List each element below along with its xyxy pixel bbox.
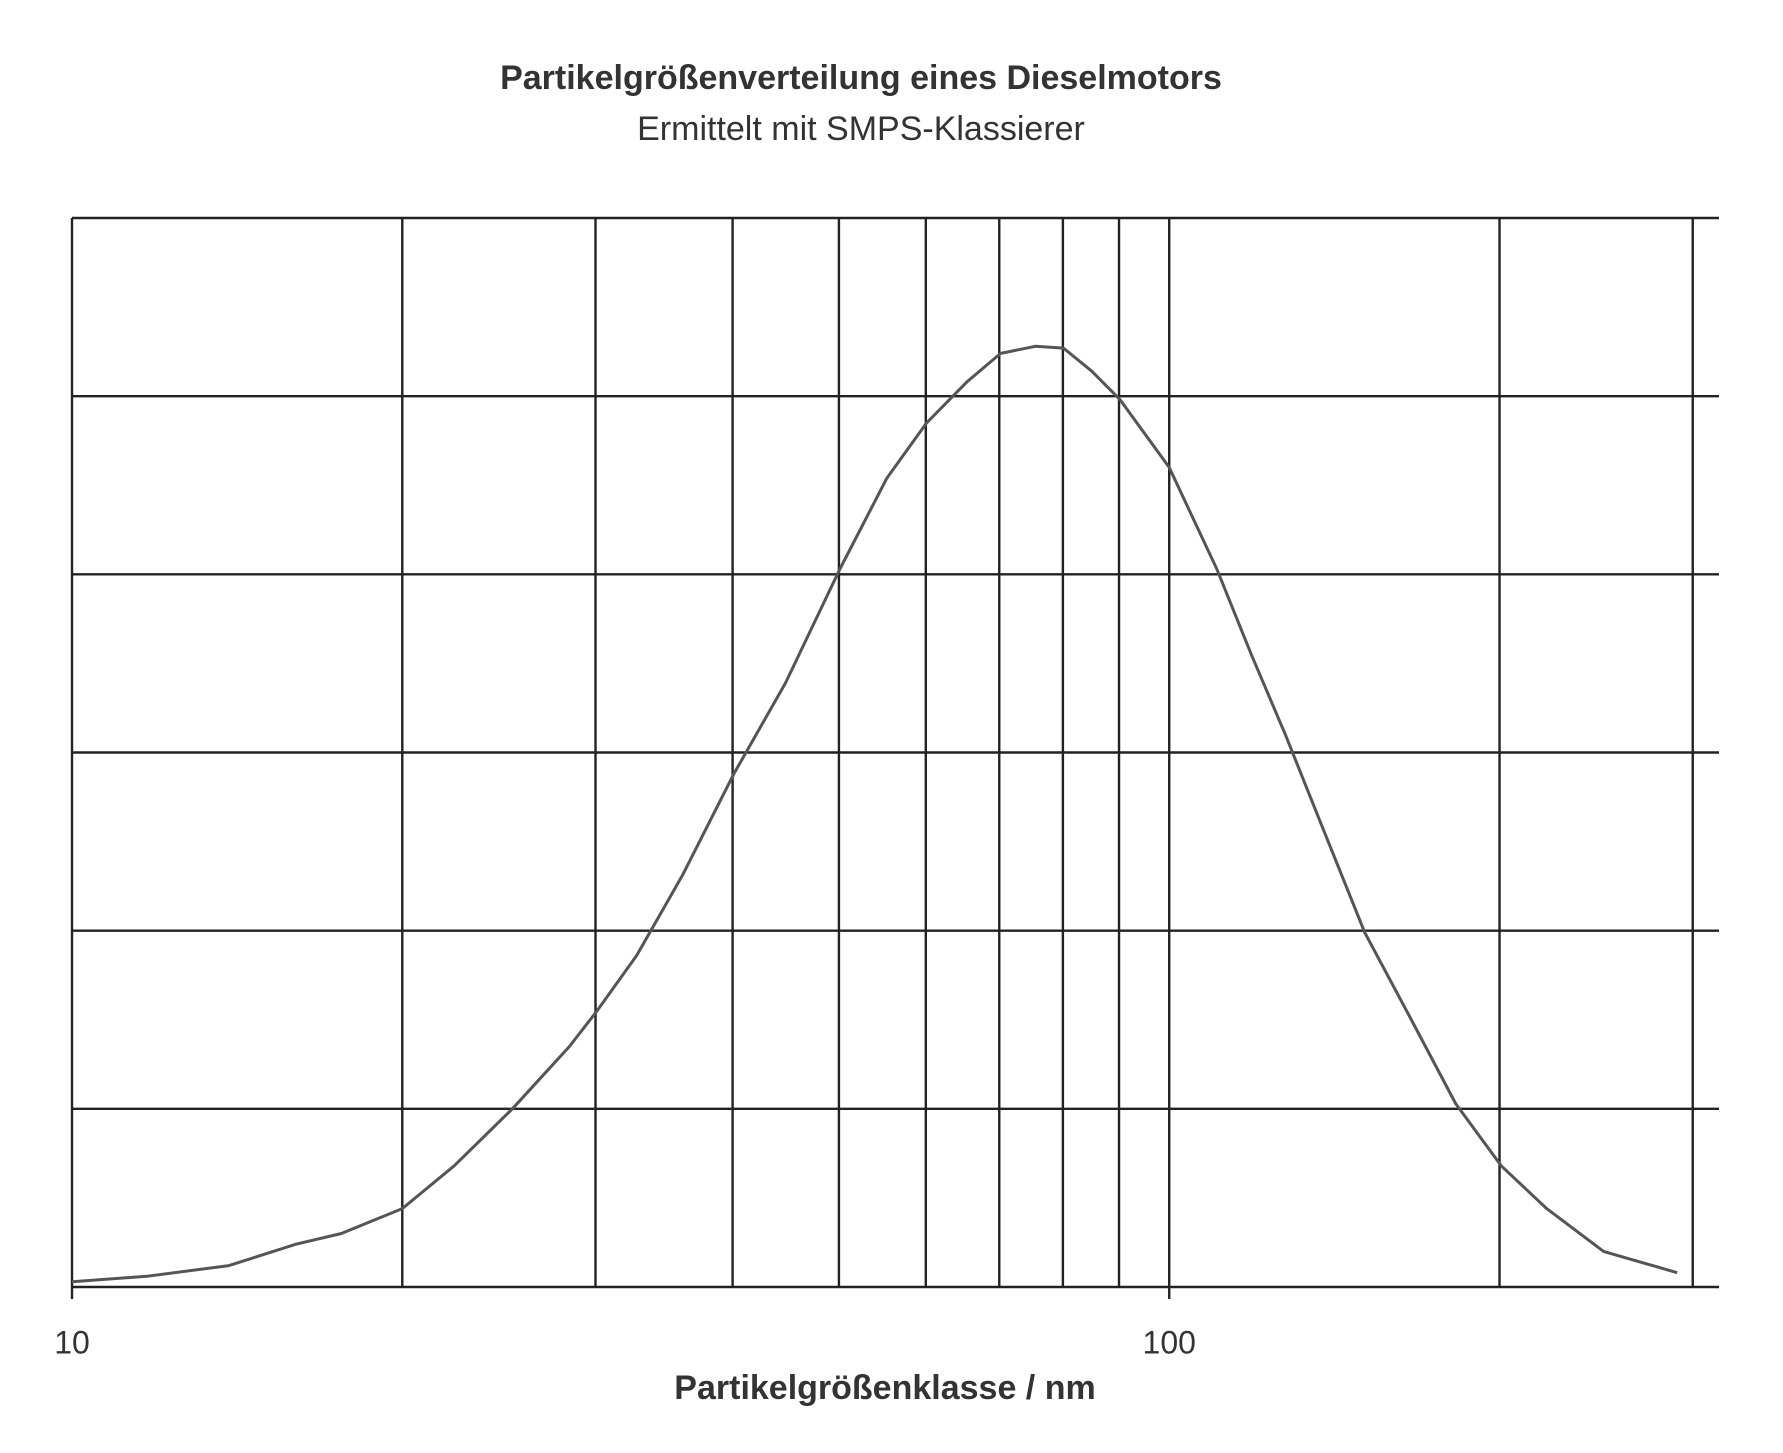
data-line	[71, 344, 1678, 1284]
chart-subtitle: Ermittelt mit SMPS-Klassierer	[637, 110, 1085, 148]
chart-title: Partikelgrößenverteilung eines Dieselmot…	[500, 59, 1222, 97]
x-tick-label: 100	[1143, 1324, 1196, 1360]
x-axis-label: Partikelgrößenklasse / nm	[674, 1369, 1095, 1407]
x-tick-label: 10	[54, 1324, 90, 1360]
